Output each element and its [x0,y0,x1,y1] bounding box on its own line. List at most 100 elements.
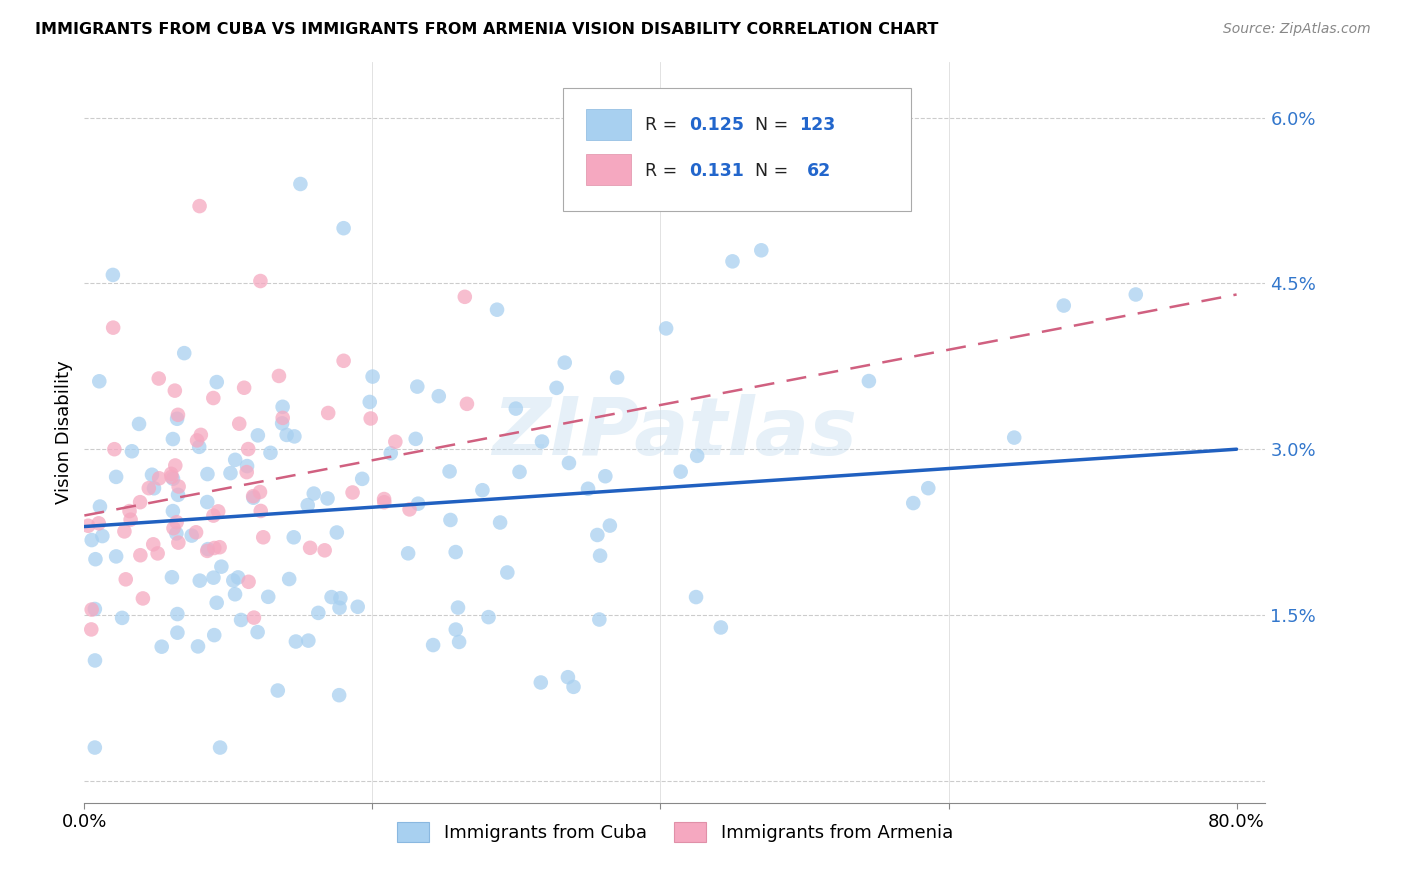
Point [471,483,494,498]
Point [242,491,264,505]
Point [229,613,252,627]
Point [202,391,225,405]
Point [284,634,307,648]
Point [655,321,678,335]
Point [530,675,553,690]
Point [112,524,135,539]
Text: Source: ZipAtlas.com: Source: ZipAtlas.com [1223,22,1371,37]
Point [84,653,107,667]
Point [509,465,531,479]
Point [558,456,581,470]
Point [486,302,509,317]
Point [271,400,294,414]
Point [710,620,733,634]
Point [686,449,709,463]
Point [257,590,280,604]
Point [406,497,429,511]
Point [669,465,692,479]
Point [427,389,450,403]
Point [267,368,290,383]
Point [87,516,110,531]
Point [252,530,274,544]
Point [187,640,209,654]
Point [173,346,195,360]
Point [184,525,207,540]
Point [297,633,319,648]
Point [146,546,169,560]
Point [235,465,257,479]
Point [114,572,136,586]
Point [83,740,105,755]
FancyBboxPatch shape [562,88,911,211]
Point [167,488,190,502]
Point [557,670,579,684]
Point [209,559,232,574]
Point [449,635,471,649]
Point [332,353,354,368]
Text: N =: N = [755,161,794,179]
Point [111,611,134,625]
Point [162,521,184,535]
Point [166,607,188,621]
Point [283,429,305,443]
Point [439,464,461,478]
Text: ZIPatlas: ZIPatlas [492,393,858,472]
Point [546,381,568,395]
Point [380,446,402,460]
Point [195,495,218,509]
Bar [586,153,631,185]
Point [224,453,246,467]
Point [84,552,107,566]
Point [316,406,339,420]
Point [283,530,305,544]
Point [188,574,211,588]
Point [361,369,384,384]
Point [105,470,128,484]
Point [222,574,245,588]
Point [208,540,231,554]
Bar [586,109,631,140]
Point [205,596,228,610]
Point [249,274,271,288]
Point [554,356,576,370]
Point [271,410,294,425]
Point [132,591,155,606]
Text: 123: 123 [799,116,835,134]
Point [454,290,477,304]
Point [224,587,246,601]
Point [342,485,364,500]
Point [589,549,612,563]
Point [202,508,225,523]
Point [606,370,628,384]
Point [162,472,184,486]
Point [101,320,124,334]
Point [405,432,427,446]
Point [188,199,211,213]
Point [307,606,329,620]
Point [302,486,325,500]
Point [160,570,183,584]
Text: 62: 62 [807,161,831,179]
Point [226,570,249,584]
Point [166,411,188,425]
Point [903,496,925,510]
Point [142,537,165,551]
Text: N =: N = [755,116,794,134]
Point [243,610,266,624]
Point [456,397,478,411]
Point [576,482,599,496]
Point [329,591,352,606]
Point [118,504,141,518]
Point [202,541,225,555]
Point [150,640,173,654]
Point [238,442,260,456]
Point [166,515,188,529]
Point [447,600,470,615]
Point [143,481,166,495]
Point [129,548,152,562]
Point [1125,287,1147,301]
Legend: Immigrants from Cuba, Immigrants from Armenia: Immigrants from Cuba, Immigrants from Ar… [389,815,960,849]
Point [562,680,585,694]
Point [749,244,772,258]
Point [80,533,103,547]
